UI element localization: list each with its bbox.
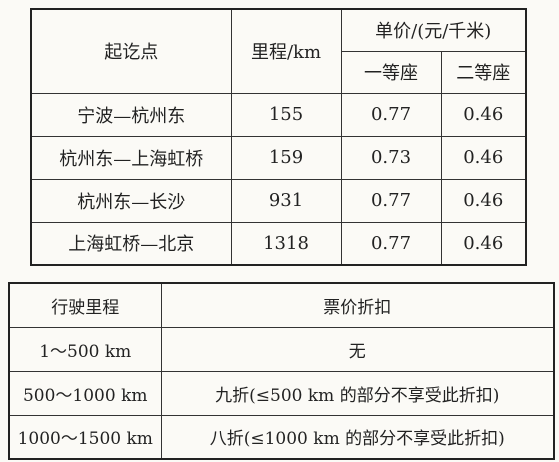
table-cell: 155 [230,92,342,137]
header-cell: 里程/km [230,8,342,94]
table-cell: 159 [230,135,342,180]
table-row: 1000～1500 km 八折(≤1000 km 的部分不享受此折扣) [8,414,555,460]
table-cell: 0.77 [340,178,442,223]
header-row: 起讫点 里程/km 单价/(元/千米) [30,8,527,94]
table-row: 杭州东—上海虹桥 159 0.73 0.46 [30,135,527,180]
header-cell: 起讫点 [30,8,232,94]
header-cell: 行驶里程 [8,282,162,328]
fare-table: 起讫点 里程/km 单价/(元/千米) 一等座 二等座 宁波—杭州东 155 0.7… [30,8,527,266]
header-cell: 二等座 [440,50,527,94]
table-cell: 0.46 [440,178,527,223]
table-cell: 上海虹桥—北京 [30,221,232,266]
table-cell: 0.77 [340,221,442,266]
table-cell: 杭州东—长沙 [30,178,232,223]
table-cell: 0.77 [340,92,442,137]
table-cell: 931 [230,178,342,223]
table-row: 杭州东—长沙 931 0.77 0.46 [30,178,527,223]
table-cell: 1～500 km [8,326,162,372]
table-cell: 八折(≤1000 km 的部分不享受此折扣) [160,414,555,460]
table-cell: 杭州东—上海虹桥 [30,135,232,180]
table-cell: 1318 [230,221,342,266]
header-cell: 一等座 [340,50,442,94]
table-cell: 0.46 [440,135,527,180]
table-cell: 无 [160,326,555,372]
table-cell: 九折(≤500 km 的部分不享受此折扣) [160,370,555,416]
header-cell: 单价/(元/千米) [340,8,527,52]
table-row: 500～1000 km 九折(≤500 km 的部分不享受此折扣) [8,370,555,416]
header-row: 一等座 二等座 [31,50,527,94]
table-cell: 0.46 [440,221,527,266]
table-cell: 宁波—杭州东 [30,92,232,137]
table-row: 1～500 km 无 [8,326,555,372]
table-cell: 0.46 [440,92,527,137]
table-row: 宁波—杭州东 155 0.77 0.46 [30,92,527,137]
discount-table: 行驶里程 票价折扣 1～500 km 无 500～1000 km 九折(≤500 km… [8,282,555,460]
table-cell: 0.73 [340,135,442,180]
header-cell: 票价折扣 [160,282,555,328]
table-cell: 500～1000 km [8,370,162,416]
table-cell: 1000～1500 km [8,414,162,460]
header-row: 行驶里程 票价折扣 [8,282,555,328]
table-row: 上海虹桥—北京 1318 0.77 0.46 [30,221,527,266]
